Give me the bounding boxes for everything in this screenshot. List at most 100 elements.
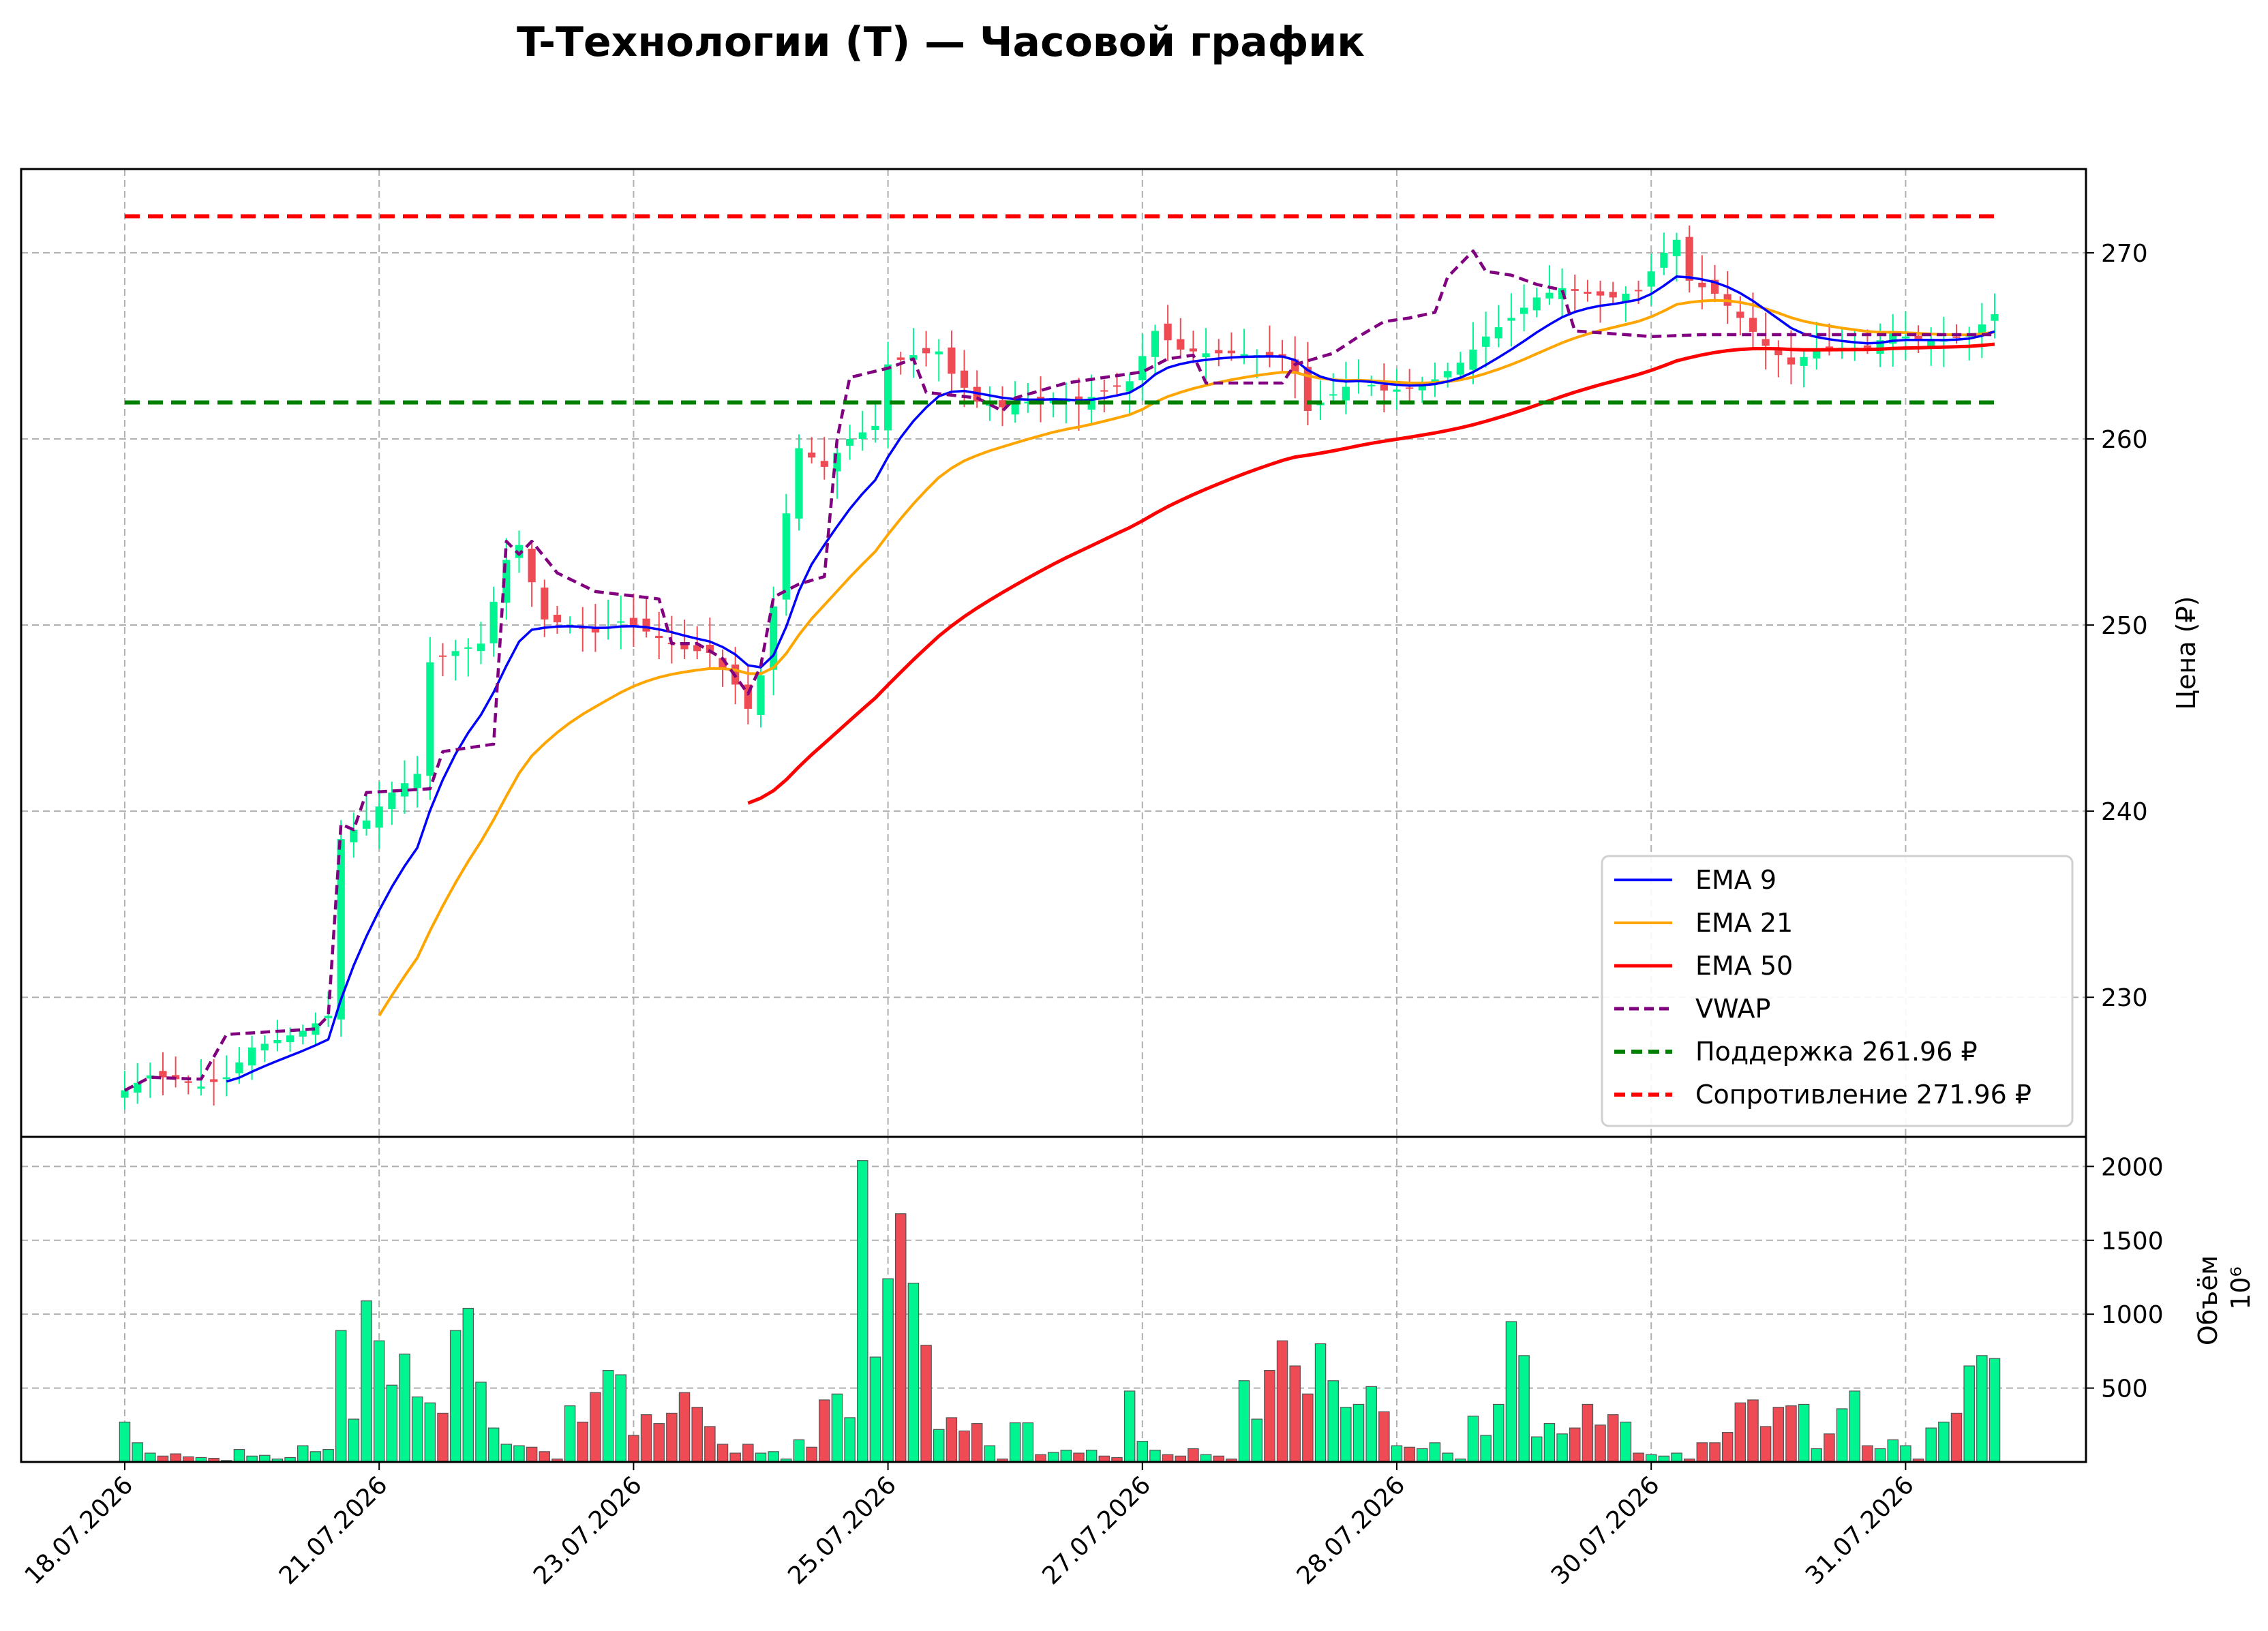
volume-bar (1136, 1441, 1149, 1463)
candle-body (1672, 239, 1681, 256)
indicator-lines (123, 214, 1995, 1092)
candle-body (1710, 279, 1719, 294)
candle-body (1876, 340, 1884, 354)
volume-bar (233, 1448, 245, 1463)
candle-body (210, 1079, 218, 1082)
volume-bar (1811, 1448, 1823, 1463)
volume-bar (958, 1430, 970, 1463)
volume-bar (335, 1330, 347, 1463)
volume-bar (1123, 1390, 1136, 1463)
candle-body (846, 438, 854, 446)
candle-body (1100, 390, 1108, 392)
volume-bar (1327, 1380, 1339, 1463)
candle-body (744, 684, 752, 709)
volume-bar (1594, 1424, 1606, 1463)
vwap-line (123, 249, 1995, 1092)
candle-body (1901, 336, 1909, 339)
volume-bar (1836, 1408, 1848, 1463)
price-tick-label: 240 (2101, 798, 2148, 826)
volume-bar (1378, 1411, 1390, 1463)
volume-bar (1391, 1445, 1403, 1463)
candle-body (808, 452, 816, 458)
volume-bar (1849, 1390, 1861, 1463)
candle-body (1469, 349, 1477, 370)
volume-bar (1759, 1426, 1772, 1463)
volume-bar (1963, 1365, 1975, 1463)
candle-body (502, 560, 511, 603)
candle-body (1431, 379, 1439, 383)
volume-bar (170, 1453, 181, 1463)
candle-body (299, 1031, 307, 1037)
volume-bar (1556, 1433, 1568, 1463)
candle-body (922, 348, 931, 354)
volume-bar (716, 1444, 729, 1463)
volume-bar (1047, 1452, 1059, 1463)
candle-body (222, 1077, 230, 1080)
candle-body (197, 1086, 205, 1089)
candle-body (1125, 381, 1134, 392)
price-tick-label: 250 (2101, 612, 2148, 640)
candle-body (489, 601, 498, 643)
candle-body (1265, 352, 1273, 356)
candle-body (706, 645, 714, 653)
candle-body (438, 655, 447, 657)
candle-body (1482, 336, 1490, 347)
volume-bar (386, 1384, 398, 1463)
volume-bar (984, 1445, 996, 1463)
volume-tick-label: 1000 (2101, 1301, 2164, 1329)
candle-body (960, 370, 969, 388)
volume-bar (704, 1426, 716, 1463)
volume-bar (882, 1278, 894, 1463)
candle-body (617, 621, 625, 623)
volume-bar (1671, 1452, 1682, 1463)
candle-body (159, 1071, 167, 1078)
volume-bar (1633, 1452, 1644, 1463)
volume-bar (1874, 1448, 1886, 1463)
candle-body (1991, 314, 1999, 321)
volume-bar (1276, 1340, 1288, 1463)
volume-bar (487, 1427, 500, 1463)
candle-body (642, 618, 650, 632)
candle-body (1584, 292, 1592, 294)
legend-label: Сопротивление 271.96 ₽ (1695, 1080, 2031, 1110)
volume-bar (933, 1429, 945, 1463)
price-axis-label: Цена (₽) (2171, 596, 2201, 710)
candle-body (1660, 252, 1668, 268)
candle-body (833, 453, 841, 472)
volume-bar (615, 1374, 626, 1463)
volume-bar (145, 1452, 156, 1463)
volume-bar (1022, 1422, 1034, 1463)
candle-body (235, 1062, 243, 1073)
candle-body (1444, 371, 1452, 378)
volume-bar (1352, 1403, 1365, 1463)
volume-bar (1645, 1454, 1657, 1463)
volume-bar (1531, 1436, 1543, 1463)
volume-bar (971, 1423, 983, 1463)
volume-bar (1035, 1454, 1046, 1463)
candle-body (896, 357, 905, 360)
candle-body (1863, 345, 1872, 348)
volume-bar (424, 1402, 436, 1463)
candle-body (1406, 387, 1414, 389)
candle-body (477, 643, 485, 652)
candle-body (680, 645, 689, 650)
candle-body (1609, 292, 1617, 298)
candle-body (1762, 339, 1770, 346)
candle-body (757, 675, 765, 715)
volume-bar (895, 1213, 907, 1463)
candle-body (286, 1035, 294, 1043)
price-tick-label: 270 (2101, 240, 2148, 268)
candle-body (553, 614, 562, 622)
volume-bar (1785, 1405, 1797, 1463)
candle-body (350, 829, 358, 842)
candle-body (464, 647, 472, 649)
candle-body (1889, 333, 1897, 344)
volume-bar (869, 1356, 881, 1463)
volume-bar (1340, 1407, 1352, 1463)
candle-body (1291, 359, 1299, 374)
candle-body (324, 1016, 333, 1019)
candle-body (1177, 339, 1185, 350)
candle-body (451, 651, 459, 656)
volume-tick-label: 2000 (2101, 1153, 2164, 1181)
volume-bar (857, 1160, 868, 1463)
